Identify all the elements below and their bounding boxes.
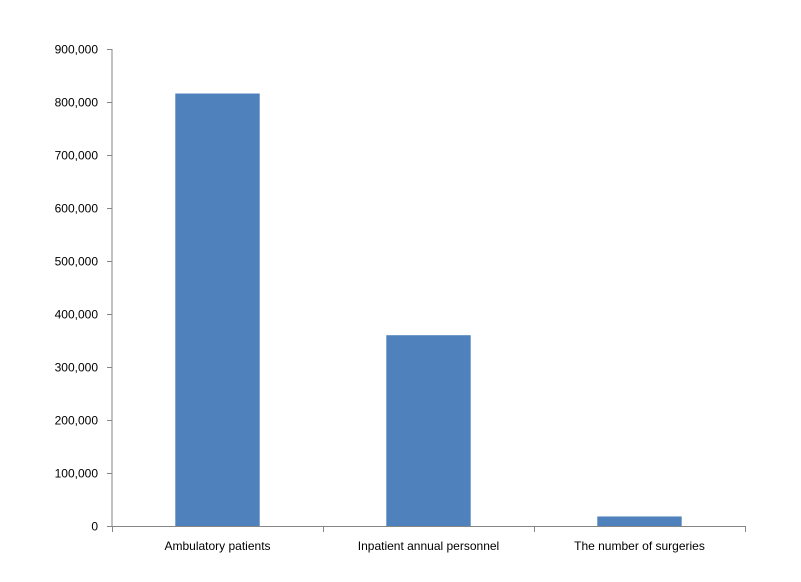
bar-3 bbox=[597, 516, 682, 526]
y-tick-label: 600,000 bbox=[55, 202, 99, 216]
y-tick-label: 300,000 bbox=[55, 361, 99, 375]
x-category-label: Ambulatory patients bbox=[164, 539, 270, 553]
bar-1 bbox=[175, 93, 260, 527]
y-tick-label: 0 bbox=[91, 520, 98, 534]
y-tick-label: 700,000 bbox=[55, 149, 99, 163]
y-axis: 0 100,000 200,000 300,000 400,000 500,000 600,… bbox=[55, 43, 113, 534]
bar-2 bbox=[386, 335, 471, 526]
y-tick-label: 200,000 bbox=[55, 414, 99, 428]
y-tick-label: 500,000 bbox=[55, 255, 99, 269]
y-tick-label: 400,000 bbox=[55, 308, 99, 322]
y-tick-label: 900,000 bbox=[55, 43, 99, 57]
y-tick-label: 100,000 bbox=[55, 467, 99, 481]
x-axis: Ambulatory patients Inpatient annual pers… bbox=[112, 526, 746, 553]
y-tick-label: 800,000 bbox=[55, 96, 99, 110]
x-category-label: Inpatient annual personnel bbox=[358, 539, 499, 553]
x-category-label: The number of surgeries bbox=[574, 539, 705, 553]
bars bbox=[175, 93, 682, 527]
